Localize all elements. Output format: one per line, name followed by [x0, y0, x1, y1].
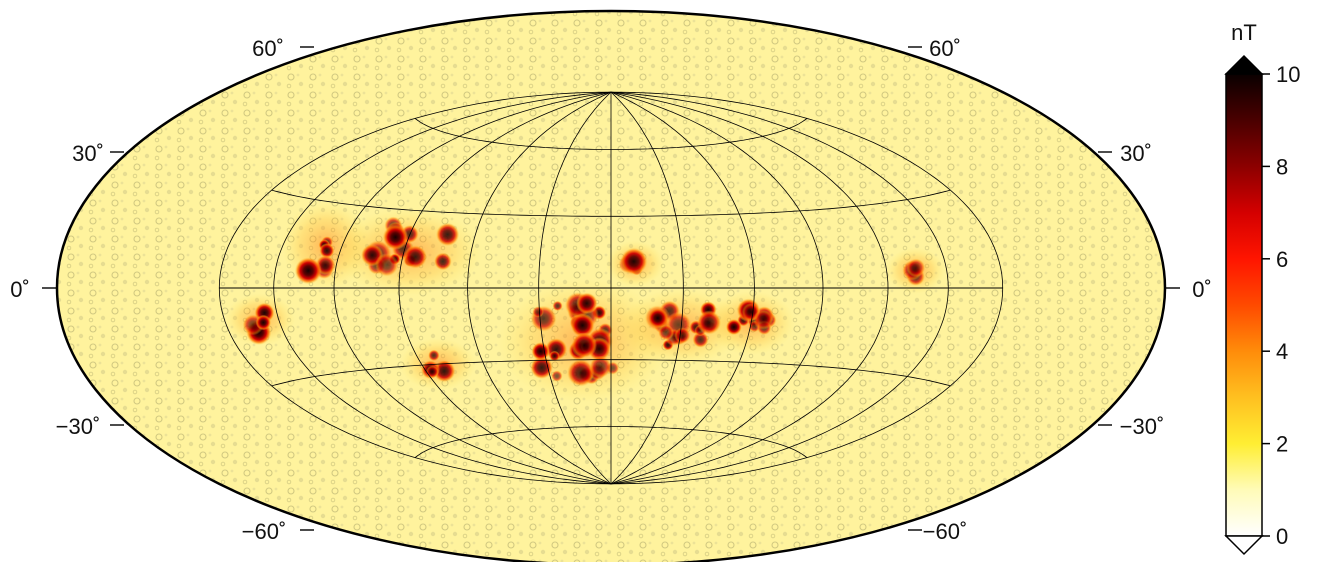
anomaly-spot [692, 331, 709, 348]
anomaly-spot [319, 243, 335, 259]
parallel-line [271, 359, 951, 387]
colorbar-tick-label: 2 [1276, 432, 1288, 457]
anomaly-spot [620, 247, 648, 275]
colorbar-unit-label: nT [1231, 20, 1257, 45]
anomaly-spot [906, 258, 926, 278]
anomaly-spot [255, 314, 272, 331]
colorbar-tick-label: 0 [1276, 524, 1288, 549]
colorbar-tick-label: 8 [1276, 154, 1288, 179]
anomaly-spot [753, 309, 774, 330]
colorbar-bottom-arrow [1224, 535, 1264, 556]
lat-label-left-60: 60˚ [252, 36, 284, 61]
anomaly-spot [549, 350, 560, 362]
colorbar-ticks: 10 8 6 4 2 0 [1262, 62, 1300, 549]
anomaly-spot [725, 318, 743, 336]
lat-label-right-60: 60˚ [929, 36, 961, 61]
lat-label-right-minus-30: −30˚ [1120, 414, 1165, 439]
lat-label-left-minus-60: −60˚ [242, 519, 287, 544]
anomaly-spot [567, 359, 595, 387]
anomaly-spot [435, 222, 460, 247]
anomaly-spot [375, 253, 399, 277]
map-border [55, 9, 1167, 562]
colorbar-tick-label: 6 [1276, 247, 1288, 272]
lat-label-left-30: 30˚ [72, 141, 104, 166]
latitude-labels-right: 60˚ 30˚ 0˚ −30˚ −60˚ [908, 36, 1212, 544]
latitude-labels-left: 60˚ 30˚ 0˚ −30˚ −60˚ [10, 36, 314, 544]
lat-label-right-minus-60: −60˚ [923, 519, 968, 544]
anomaly-spot [434, 252, 452, 271]
anomaly-spot [576, 292, 598, 314]
colorbar-tick-label: 4 [1276, 339, 1288, 364]
anomaly-spot [530, 356, 554, 379]
colorbar-tick-label: 10 [1276, 62, 1300, 87]
colorbar: nT 10 8 6 4 2 0 [1224, 20, 1300, 556]
anomaly-spot [294, 257, 322, 285]
lat-label-left-minus-30: −30˚ [56, 414, 101, 439]
lat-label-right-0: 0˚ [1192, 277, 1212, 302]
anomaly-spot [532, 306, 544, 318]
parallel-line [271, 189, 951, 217]
anomaly-spot [551, 370, 563, 382]
anomaly-spot [403, 245, 428, 269]
anomaly-spot [382, 224, 409, 250]
anomaly-spot [589, 355, 612, 378]
anomaly-spot [426, 365, 439, 379]
anomaly-spot [570, 313, 595, 338]
anomaly-spot [647, 307, 669, 329]
anomaly-spot [658, 324, 674, 341]
lat-label-right-30: 30˚ [1120, 141, 1152, 166]
parallel-line [414, 426, 808, 458]
colorbar-top-arrow [1224, 54, 1264, 75]
parallel-line [414, 118, 808, 150]
anomaly-layer [224, 201, 945, 403]
anomaly-spot [674, 327, 691, 344]
graticule [218, 91, 1004, 485]
anomaly-spot [552, 300, 563, 311]
anomaly-spot [571, 332, 597, 359]
anomaly-spot [531, 342, 550, 361]
colorbar-ramp [1225, 73, 1263, 537]
anomaly-spot [428, 349, 440, 362]
lat-label-left-0: 0˚ [10, 277, 30, 302]
